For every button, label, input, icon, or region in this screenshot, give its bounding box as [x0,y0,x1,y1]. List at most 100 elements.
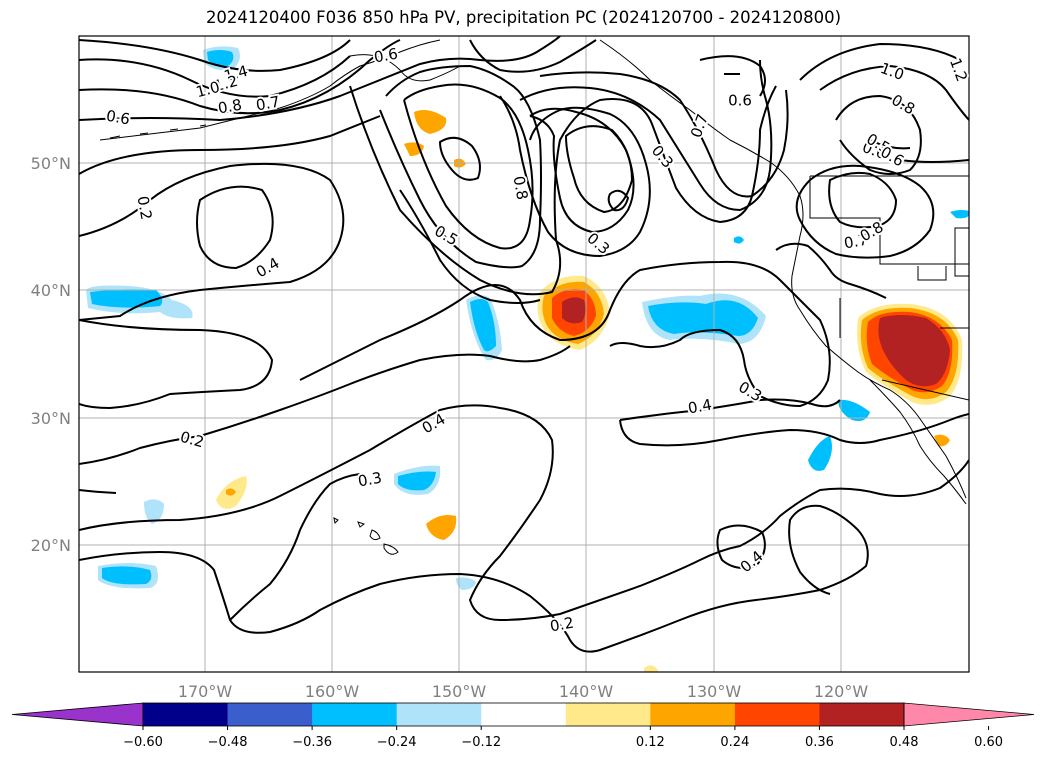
pv-contour [79,162,345,321]
precip-neg-area [648,300,758,336]
pv-contour [79,489,117,494]
pv-contour [79,115,381,175]
colorbar-outline [142,702,905,727]
colorbar-segment [734,703,820,726]
pv-contour [299,260,831,408]
colorbar-tick-label: 0.60 [974,735,1003,750]
lat-tick-label: 50°N [31,154,71,173]
pv-contour [795,164,935,259]
lon-tick-label: 140°W [559,682,614,701]
colorbar-extend-high [903,702,1035,727]
pv-contour [438,136,481,181]
pv-contour [79,345,571,465]
pv-contour [196,185,274,270]
pv-contour [349,85,777,296]
colorbar-segment [312,703,398,726]
pv-contours [79,36,969,653]
aleutians [109,124,207,139]
contour-label: 0.8 [510,175,532,202]
precip-neg-area [398,471,436,491]
precip-pos-area [562,297,586,324]
precip-pos-area [226,488,236,496]
pv-contour [699,55,766,97]
pv-contour [828,171,898,229]
pv-contour [499,95,651,258]
colorbar-tick-label: −0.24 [377,735,417,750]
colorbar-tick-label: −0.12 [461,735,501,750]
colorbar-segment [565,703,651,726]
pv-contour [619,398,969,447]
colorbar-tick-label: −0.48 [208,735,248,750]
pv-contour [79,473,869,653]
lat-tick-label: 30°N [31,409,71,428]
pv-contour [819,64,969,121]
colorbar-tick-label: 0.12 [636,735,665,750]
contour-label: 0.6 [373,45,400,67]
precip-neg-area [734,236,744,244]
borders [809,175,969,401]
pv-contour [716,524,766,569]
hawaii-islands [333,517,399,555]
precip-pos-area [644,665,658,672]
colorbar-segment [819,703,905,726]
alaska-coast [99,39,461,141]
pv-contour [869,139,969,163]
contour-label: 0.6 [728,92,752,110]
lon-tick-label: 120°W [814,682,869,701]
coastlines [99,39,969,555]
lon-tick-label: 130°W [687,682,742,701]
precip-neg-area [470,299,496,352]
precip-pos-area [426,515,457,540]
lat-tick-label: 20°N [31,536,71,555]
precip-pos-area [414,110,447,134]
lat-tick-label: 40°N [31,281,71,300]
pv-contour [607,189,630,212]
pv-contour [79,36,561,122]
pv-contour [79,39,401,115]
pv-contour [469,39,597,73]
colorbar-tick-label: 0.36 [805,735,834,750]
bc-coast [599,39,804,237]
pv-contour [79,404,969,622]
lon-tick-label: 170°W [178,682,233,701]
colorbar-tick-label: −0.36 [292,735,332,750]
precip-neg-area [950,210,969,219]
precip-shading [86,46,969,672]
pv-contour [835,94,922,175]
pv-contour [79,55,351,98]
colorbar-segment [143,703,229,726]
precip-pos-area [934,434,950,447]
pv-contour [79,319,274,410]
pv-contour [539,71,789,198]
pv-contour [519,59,773,212]
lon-tick-label: 150°W [432,682,487,701]
lat-tick-labels: 50°N 40°N 30°N 20°N [31,154,71,555]
map-frame [78,35,970,673]
precip-neg-area [144,499,164,524]
colorbar-segment [227,703,313,726]
baja-coast [869,379,967,505]
precip-neg-area [90,289,163,308]
colorbar-segment [396,703,482,726]
pv-contour [775,242,887,299]
precip-neg-area [808,436,832,471]
precip-pos-area [878,315,950,387]
graticule [79,36,969,672]
pv-contour [379,64,542,269]
lon-tick-labels: 170°W 160°W 150°W 140°W 130°W 120°W [178,682,869,701]
pv-contour [79,39,351,72]
pv-contour [529,107,635,234]
precip-neg-area [207,50,234,66]
colorbar-tick-label: 0.48 [890,735,919,750]
colorbar-segment [650,703,736,726]
colorbar-extend-low [11,702,144,727]
colorbar: −0.60 −0.48 −0.36 −0.24 −0.12 0.12 0.24 0.36 0.4… [11,702,1035,750]
precip-neg-area [838,399,870,421]
map-background [79,36,969,672]
map-title: 2024120400 F036 850 hPa PV, precipitatio… [205,8,842,27]
pv-contour [799,42,961,81]
pv-contour [399,189,541,304]
contour-label: 0.3 [357,469,384,491]
colorbar-tick-label: −0.60 [123,735,163,750]
